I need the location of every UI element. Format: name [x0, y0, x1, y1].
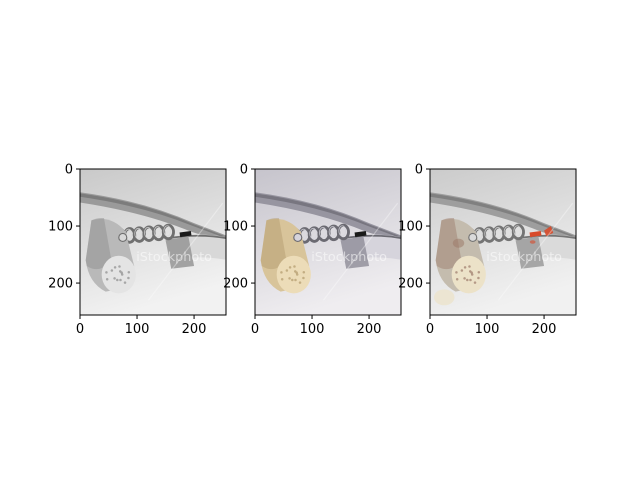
x-tick-label: 0	[76, 322, 84, 337]
corkscrew: iStockphoto	[80, 192, 226, 301]
subplot-panels: iStockphoto 0 100 200 0 100 200 iStockphoto 0 100…	[48, 163, 577, 337]
worm-coil	[336, 223, 350, 241]
watermark-text: iStockphoto	[311, 250, 387, 265]
corkscrew: iStockphoto	[430, 192, 576, 306]
hinge-accent	[529, 230, 542, 238]
photo-colorized: iStockphoto	[430, 169, 576, 315]
y-tick-label: 100	[48, 220, 73, 235]
photo-color: iStockphoto	[255, 169, 401, 315]
handle-arm	[430, 192, 576, 243]
worm-coil	[511, 223, 525, 241]
x-tick-label: 0	[426, 322, 434, 337]
handle-arm	[80, 192, 226, 243]
hinge-accent	[179, 230, 192, 238]
x-tick-label: 100	[300, 322, 325, 337]
cork-end	[101, 255, 136, 294]
y-tick-label: 100	[398, 220, 423, 235]
x-tick-label: 200	[357, 322, 382, 337]
x-tick-label: 200	[182, 322, 207, 337]
hinge-accent	[354, 230, 367, 238]
axes-frame	[429, 168, 577, 316]
x-tick-label: 200	[532, 322, 557, 337]
watermark-text: iStockphoto	[486, 250, 562, 265]
worm-coil	[161, 223, 175, 241]
subplot-grayscale: iStockphoto 0 100 200 0 100 200	[48, 163, 227, 337]
y-tick-label: 0	[415, 163, 423, 178]
axes-frame	[79, 168, 227, 316]
y-tick-label: 0	[240, 163, 248, 178]
cork-end	[276, 255, 311, 294]
y-tick-label: 0	[65, 163, 73, 178]
y-tick-label: 200	[223, 277, 248, 292]
color-artifact	[544, 226, 554, 237]
cork-end	[451, 255, 486, 294]
watermark-text: iStockphoto	[136, 250, 212, 265]
axes-frame	[254, 168, 402, 316]
y-tick-label: 100	[223, 220, 248, 235]
handle-arm	[255, 192, 401, 243]
photo-grayscale: iStockphoto	[80, 169, 226, 315]
y-tick-label: 200	[398, 277, 423, 292]
x-tick-label: 100	[125, 322, 150, 337]
corkscrew: iStockphoto	[255, 192, 401, 301]
subplot-color: iStockphoto 0 100 200 0 100 200	[223, 163, 402, 337]
x-tick-label: 0	[251, 322, 259, 337]
subplot-colorized: iStockphoto 0 100 200 0 100 200	[398, 163, 577, 337]
x-tick-label: 100	[475, 322, 500, 337]
y-tick-label: 200	[48, 277, 73, 292]
